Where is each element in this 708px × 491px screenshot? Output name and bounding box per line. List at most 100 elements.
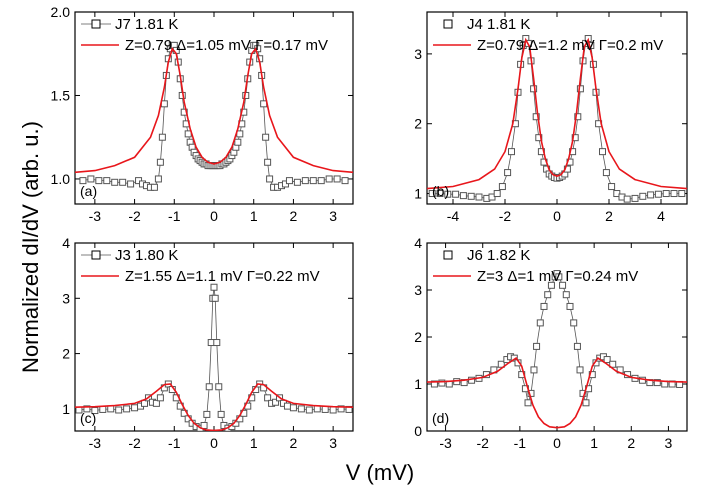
data-point xyxy=(111,178,119,186)
data-point xyxy=(262,133,270,141)
x-tick-label: 0 xyxy=(553,208,561,224)
x-tick-label: -1 xyxy=(168,435,181,451)
data-point xyxy=(283,402,291,410)
data-point xyxy=(602,169,610,177)
plot-area xyxy=(75,41,353,191)
data-point xyxy=(103,177,111,185)
data-point xyxy=(87,175,95,183)
data-point xyxy=(309,177,317,185)
data-point xyxy=(631,194,639,202)
data-point xyxy=(430,380,438,388)
data-point xyxy=(123,405,131,413)
data-point xyxy=(215,383,223,391)
x-tick-label: -2 xyxy=(128,435,141,451)
data-point xyxy=(532,113,540,121)
legend-label: Z=0.79 Δ=1.2 mV Γ=0.2 mV xyxy=(477,37,663,54)
data-point xyxy=(301,177,309,185)
chart-panel-2: -4 -2 0 2 4 1 2 3 J4 1.81 K Z=0.79 Δ=1.2 mV Γ=0.2… xyxy=(414,11,688,224)
data-point xyxy=(599,148,606,156)
legend-label: Z=3 Δ=1 mV Γ=0.24 mV xyxy=(477,268,638,285)
plot-area xyxy=(427,270,687,429)
data-point xyxy=(647,191,655,199)
x-tick-label: 1 xyxy=(250,435,258,451)
legend-data-marker xyxy=(443,19,453,29)
data-point xyxy=(260,100,268,108)
data-point xyxy=(536,319,544,327)
data-point xyxy=(313,405,321,413)
x-tick-label: 0 xyxy=(553,435,561,451)
legend-label: J3 1.80 K xyxy=(115,247,178,264)
data-point xyxy=(562,291,570,299)
data-point xyxy=(582,399,590,407)
x-tick-label: 2 xyxy=(605,208,613,224)
data-point xyxy=(475,193,483,201)
data-point xyxy=(573,342,581,350)
data-point xyxy=(160,100,168,108)
x-tick-label: -2 xyxy=(499,208,512,224)
data-point xyxy=(498,183,506,191)
x-tick-label: 3 xyxy=(329,435,337,451)
data-point xyxy=(653,379,661,387)
data-point xyxy=(79,177,87,185)
x-tick-label: -3 xyxy=(89,208,102,224)
panel-label: (b) xyxy=(432,183,449,199)
data-point xyxy=(670,190,678,198)
data-point xyxy=(547,281,555,289)
y-tick-label: 2 xyxy=(62,346,70,362)
data-point xyxy=(530,85,538,93)
data-point xyxy=(452,190,460,198)
data-point xyxy=(533,342,541,350)
data-point xyxy=(154,175,162,183)
data-point xyxy=(504,169,512,177)
x-tick-label: -4 xyxy=(447,208,460,224)
data-point xyxy=(574,113,582,121)
x-tick-label: 0 xyxy=(210,435,218,451)
data-point xyxy=(95,177,103,185)
data-point xyxy=(530,366,538,374)
data-point xyxy=(184,130,192,138)
data-point xyxy=(571,134,579,142)
chart-panel-3: -3 -2 -1 0 1 2 3 1 2 3 4 J3 1.80 K Z=1.55 Δ=1.1 mV Γ… xyxy=(62,235,354,451)
x-tick-label: -2 xyxy=(128,208,141,224)
fit-curve xyxy=(427,357,687,429)
data-point xyxy=(305,406,313,414)
data-point xyxy=(333,175,341,183)
data-point xyxy=(559,281,567,289)
data-point xyxy=(544,291,552,299)
legend-label: Z=1.55 Δ=1.1 mV Γ=0.22 mV xyxy=(125,268,320,285)
data-point xyxy=(438,379,446,387)
data-point xyxy=(555,273,563,281)
data-point xyxy=(152,399,160,407)
data-point xyxy=(211,294,219,302)
y-tick-label: 3 xyxy=(414,46,422,62)
x-tick-label: 3 xyxy=(329,208,337,224)
data-point xyxy=(213,339,221,347)
data-point xyxy=(83,405,91,413)
data-point xyxy=(91,407,99,415)
data-point xyxy=(459,192,467,200)
data-point xyxy=(264,158,272,166)
x-tick-label: 4 xyxy=(657,208,665,224)
data-point xyxy=(266,175,274,183)
panel-label: (a) xyxy=(80,183,97,199)
x-axis-title: V (mV) xyxy=(346,460,414,485)
y-tick-label: 1 xyxy=(414,186,422,202)
data-point xyxy=(662,190,670,198)
data-point xyxy=(150,183,158,191)
legend-data-marker xyxy=(443,250,453,260)
data-point xyxy=(497,360,505,368)
fit-curve xyxy=(75,383,353,431)
y-tick-label: 4 xyxy=(62,235,70,251)
data-point xyxy=(210,283,218,291)
data-point xyxy=(576,366,584,374)
data-point xyxy=(264,394,272,402)
data-point xyxy=(678,190,686,198)
data-point xyxy=(508,148,515,156)
data-point xyxy=(428,190,436,198)
data-point xyxy=(236,130,244,138)
data-point xyxy=(337,405,345,413)
data-point xyxy=(131,404,139,412)
x-tick-label: -1 xyxy=(168,208,181,224)
panels-group: -3 -2 -1 0 1 2 3 1.0 1.5 2.0 J7 1.81 K Z=0.79 Δ=1.0… xyxy=(51,4,688,451)
data-point xyxy=(329,406,337,414)
